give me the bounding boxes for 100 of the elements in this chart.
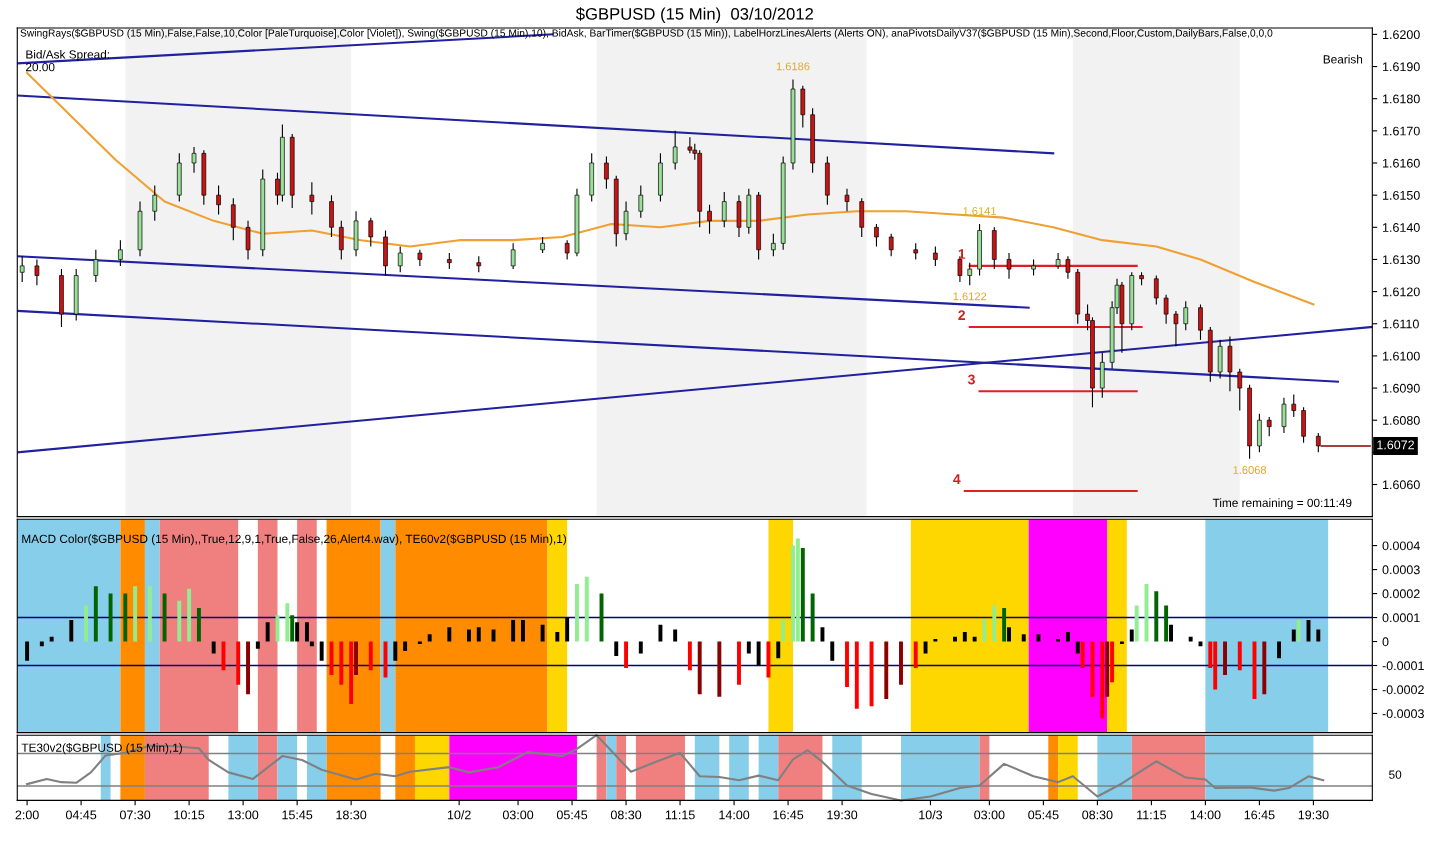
bar (962, 631, 967, 642)
bar (295, 622, 300, 642)
bar (1296, 619, 1301, 642)
candlestick (1006, 252, 1012, 280)
bar (565, 617, 570, 642)
candlestick (118, 239, 123, 267)
bar (393, 641, 398, 661)
bar (255, 641, 260, 649)
candlestick (1183, 300, 1189, 331)
bar (1277, 641, 1281, 659)
bar (737, 641, 741, 685)
bar (147, 586, 152, 642)
candlestick (339, 220, 344, 261)
bar (638, 641, 643, 654)
bar (687, 641, 692, 671)
y-tick-label: 1.6060 (1383, 480, 1420, 490)
bar (511, 619, 516, 642)
bar (187, 588, 192, 642)
x-tick-label: 11:15 (665, 810, 695, 820)
candlestick (230, 197, 236, 241)
bar (781, 619, 786, 642)
bar (467, 629, 471, 642)
bar (162, 593, 167, 642)
x-tick-label: 18:30 (336, 810, 367, 820)
candlestick (888, 233, 894, 257)
x-tick-label: 10:15 (174, 810, 205, 820)
bar (1080, 641, 1085, 668)
bar (899, 641, 903, 685)
bar (108, 593, 113, 642)
candlestick (844, 188, 850, 212)
y-tick-label: -0.0002 (1382, 685, 1424, 695)
x-tick-label: 14:00 (719, 810, 750, 820)
candlestick (707, 204, 712, 235)
y-tick-label: 0.0001 (1382, 613, 1420, 623)
y-tick-label: 1.6180 (1383, 94, 1420, 104)
candlestick (1237, 368, 1243, 412)
candlestick (510, 242, 516, 270)
candlestick (967, 262, 973, 286)
bar (717, 641, 722, 697)
bar (236, 641, 241, 685)
candlestick (19, 255, 25, 283)
bar (476, 627, 481, 642)
y-tick-label: 0.0004 (1382, 541, 1420, 551)
candlestick (1198, 303, 1203, 341)
bar (746, 641, 751, 654)
y-tick-label: 1.6190 (1383, 62, 1420, 72)
candlestick (34, 258, 40, 286)
y-tick-label: 1.6200 (1383, 30, 1420, 40)
bar (1065, 631, 1070, 642)
bar (265, 622, 270, 642)
annotation: 1.6072 (1377, 440, 1414, 450)
bar (624, 641, 629, 668)
candlestick (368, 217, 374, 248)
annotation: Time remaining = 00:11:49 (1212, 498, 1352, 510)
x-tick-label: 07:30 (119, 810, 151, 820)
bar (349, 641, 354, 704)
candlestick (1316, 432, 1321, 453)
x-tick-label: 16:45 (773, 810, 804, 820)
bar (1075, 641, 1080, 654)
bar (845, 641, 849, 688)
annotation: 1 (958, 249, 966, 259)
x-tick-label: 15:45 (282, 810, 313, 820)
bar (1154, 591, 1159, 642)
bar (584, 576, 589, 642)
x-tick-label: 03:00 (502, 810, 534, 820)
x-tick-label: 10/2 (447, 810, 471, 820)
candlestick (191, 146, 197, 174)
x-tick-label: 16:45 (1244, 810, 1275, 820)
candlestick (933, 246, 938, 267)
bar (1223, 641, 1227, 676)
annotation: 3 (967, 374, 975, 385)
bar (368, 641, 373, 671)
annotation: 4 (953, 474, 961, 484)
x-tick-label: 05:45 (1028, 810, 1059, 820)
bar (319, 641, 324, 661)
bar (830, 641, 835, 661)
y-tick-label: 1.6110 (1383, 319, 1419, 329)
bar (933, 639, 938, 642)
bar (810, 593, 815, 642)
bar (972, 636, 977, 642)
bar (339, 641, 344, 685)
y-tick-label: 1.6100 (1383, 351, 1420, 361)
candlestick (152, 184, 158, 222)
x-tick-label: 10/3 (919, 810, 943, 820)
text: 50 (1389, 770, 1402, 779)
bar (795, 538, 800, 642)
bar (84, 605, 88, 642)
y-tick-label: 1.6120 (1383, 287, 1420, 297)
bar (93, 586, 98, 642)
bar (211, 641, 216, 654)
y-tick-label: 0.0002 (1382, 589, 1420, 599)
candlestick (1173, 310, 1179, 347)
annotation: 1.6122 (953, 292, 987, 301)
x-tick-label: 19:30 (827, 810, 858, 820)
bar (1291, 629, 1296, 642)
y-tick-label: 1.6080 (1383, 416, 1420, 425)
x-tick-label: 03:00 (974, 810, 1005, 820)
bar (953, 636, 957, 642)
annotation: Bearish (1323, 54, 1363, 64)
candlestick (1065, 255, 1071, 280)
